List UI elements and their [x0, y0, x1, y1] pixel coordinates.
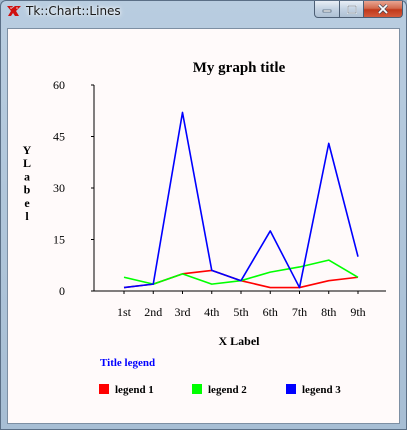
- x-tick-label: 5th: [233, 305, 248, 319]
- y-tick-label: 30: [53, 181, 65, 195]
- x-tick-label: 1st: [117, 305, 132, 319]
- legend-swatch-3: [286, 384, 296, 394]
- chart-title: My graph title: [193, 60, 286, 76]
- maximize-icon: [346, 4, 357, 14]
- legend-swatch-1: [99, 384, 109, 394]
- x-tick-label: 2nd: [144, 305, 162, 319]
- minimize-button[interactable]: [314, 1, 340, 18]
- minimize-icon: [322, 9, 332, 13]
- series-line-1: [123, 269, 359, 289]
- y-tick-label: 15: [53, 233, 65, 247]
- x-tick-label: 6th: [263, 305, 278, 319]
- legend-label-3: legend 3: [302, 384, 341, 396]
- legend-label-1: legend 1: [115, 384, 154, 396]
- y-tick-label: 0: [59, 284, 65, 298]
- legend-swatch-2: [192, 384, 202, 394]
- y-tick-label: 60: [53, 78, 65, 92]
- x-tick-label: 3rd: [175, 305, 191, 319]
- x-tick-label: 9th: [350, 305, 365, 319]
- x-axis-label: X Label: [218, 334, 260, 348]
- tk-feather-icon: [7, 6, 21, 16]
- legend-title: Title legend: [100, 357, 155, 369]
- x-tick-label: 8th: [321, 305, 336, 319]
- series-line-3: [123, 111, 359, 289]
- title-bar[interactable]: Tk::Chart::Lines: [1, 1, 406, 23]
- maximize-button[interactable]: [339, 1, 364, 18]
- y-tick-label: 45: [53, 130, 65, 144]
- window-title: Tk::Chart::Lines: [26, 4, 121, 18]
- x-tick-label: 4th: [204, 305, 219, 319]
- x-tick-label: 7th: [292, 305, 307, 319]
- legend-label-2: legend 2: [208, 384, 247, 396]
- close-button[interactable]: [363, 1, 403, 18]
- close-icon: [377, 4, 389, 14]
